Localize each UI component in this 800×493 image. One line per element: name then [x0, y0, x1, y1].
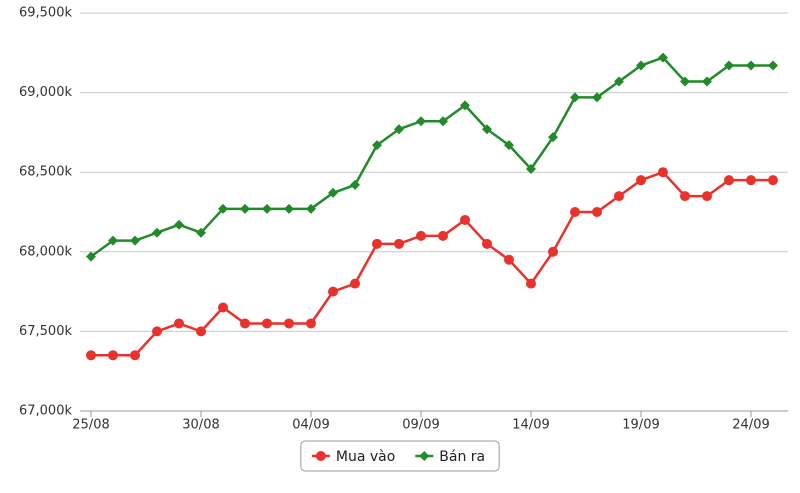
- point: [768, 60, 778, 71]
- point: [614, 191, 624, 202]
- point: [86, 350, 96, 361]
- point: [636, 60, 646, 71]
- legend: Mua vào Bán ra: [300, 440, 500, 472]
- point: [438, 230, 448, 241]
- point: [592, 207, 602, 217]
- point: [350, 278, 360, 289]
- point: [416, 230, 426, 241]
- point: [174, 219, 184, 230]
- point: [262, 203, 272, 214]
- point: [614, 76, 624, 87]
- point: [394, 124, 404, 135]
- point: [108, 350, 118, 361]
- y-tick-label: 67,000k: [19, 404, 72, 419]
- point: [328, 187, 338, 198]
- point: [680, 76, 690, 87]
- point: [372, 238, 382, 249]
- legend-marker: [419, 451, 430, 461]
- point: [570, 207, 580, 217]
- y-tick-label: 69,500k: [19, 6, 72, 21]
- point: [636, 175, 646, 186]
- series-line: [90, 56, 773, 258]
- point: [746, 60, 756, 71]
- point: [438, 116, 448, 127]
- point: [504, 254, 514, 265]
- point: [218, 302, 228, 313]
- point: [460, 100, 470, 111]
- point: [482, 238, 492, 249]
- point: [548, 132, 558, 143]
- point: [108, 235, 118, 246]
- y-tick-label: 68,500k: [19, 165, 72, 180]
- point: [306, 318, 316, 329]
- point: [218, 203, 228, 214]
- point: [592, 92, 602, 103]
- point: [130, 350, 140, 361]
- point: [548, 246, 558, 257]
- y-tick-label: 68,000k: [19, 244, 72, 259]
- point: [768, 175, 778, 186]
- point: [152, 227, 162, 238]
- x-tick-label: 19/09: [622, 418, 659, 433]
- point: [416, 116, 426, 127]
- point: [240, 203, 250, 214]
- point: [658, 52, 668, 63]
- x-tick-label: 24/09: [732, 418, 769, 433]
- x-tick-label: 25/08: [72, 418, 109, 433]
- point: [196, 326, 206, 337]
- x-tick-label: 09/09: [402, 418, 439, 433]
- x-tick-label: 04/09: [292, 418, 329, 433]
- point: [482, 124, 492, 135]
- point: [724, 175, 734, 186]
- series-line: [91, 170, 773, 357]
- x-tick-label: 30/08: [182, 418, 219, 433]
- point: [130, 235, 140, 246]
- point: [152, 326, 162, 337]
- point: [702, 76, 712, 87]
- legend-marker: [315, 451, 326, 461]
- point: [746, 175, 756, 186]
- point: [174, 318, 184, 329]
- point: [680, 191, 690, 202]
- point: [372, 140, 382, 151]
- legend-label: Mua vào: [336, 449, 395, 465]
- point: [526, 164, 536, 175]
- legend-box: [300, 440, 500, 472]
- point: [306, 203, 316, 214]
- point: [86, 251, 96, 262]
- point: [196, 227, 206, 238]
- point: [284, 318, 294, 329]
- point: [702, 191, 712, 202]
- point: [658, 167, 668, 178]
- point: [328, 286, 338, 297]
- point: [240, 318, 250, 329]
- point: [526, 278, 536, 289]
- point: [724, 60, 734, 71]
- y-tick-label: 69,000k: [19, 85, 72, 100]
- legend-label: Bán ra: [439, 449, 485, 465]
- y-tick-label: 67,500k: [19, 324, 72, 339]
- point: [284, 203, 294, 214]
- point: [394, 238, 404, 249]
- point: [504, 140, 514, 151]
- point: [262, 318, 272, 329]
- point: [570, 92, 580, 103]
- point: [350, 179, 360, 190]
- point: [460, 214, 470, 225]
- x-tick-label: 14/09: [512, 418, 549, 433]
